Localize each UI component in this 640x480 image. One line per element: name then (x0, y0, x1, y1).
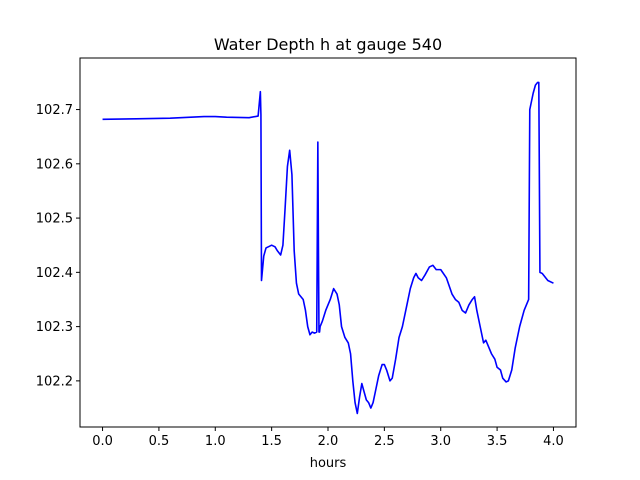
series-line-0 (102, 81, 554, 415)
y-tick-label: 102.4 (36, 266, 73, 281)
plot-area: 0.0 0.5 1.0 1.5 2.0 2.5 3.0 3.5 4.0 102.2 102.3 102… (36, 57, 577, 449)
chart-title: Water Depth h at gauge 540 (214, 35, 442, 54)
x-tick-label: 1.5 (261, 434, 282, 449)
x-tick-label: 0.5 (149, 434, 170, 449)
x-tick-label: 1.0 (205, 434, 226, 449)
x-axis-label: hours (310, 456, 347, 471)
y-tick-label: 102.6 (36, 157, 73, 172)
x-tick-label: 4.0 (543, 434, 564, 449)
x-tick-label: 0.0 (92, 434, 113, 449)
y-tick-label: 102.3 (36, 320, 73, 335)
x-tick-label: 3.0 (430, 434, 451, 449)
x-tick-label: 3.5 (487, 434, 508, 449)
y-tick-label: 102.7 (36, 103, 73, 118)
x-tick-label: 2.0 (318, 434, 339, 449)
y-tick-label: 102.5 (36, 212, 73, 227)
y-tick-label: 102.2 (36, 374, 73, 389)
x-tick-label: 2.5 (374, 434, 395, 449)
